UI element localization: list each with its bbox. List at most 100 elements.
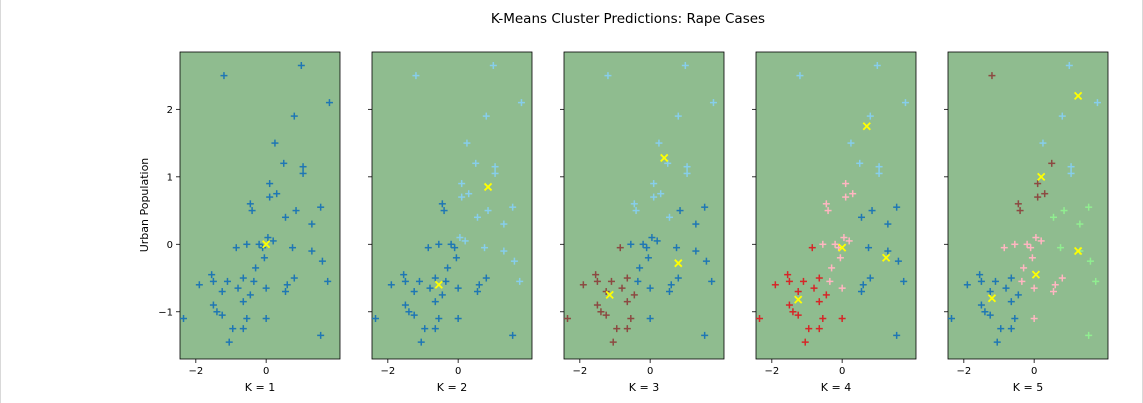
data-point bbox=[819, 240, 827, 248]
y-tick-label: 2 bbox=[167, 105, 173, 116]
data-point bbox=[325, 99, 333, 107]
data-point bbox=[461, 237, 469, 245]
data-point bbox=[683, 163, 691, 171]
data-point bbox=[266, 180, 274, 188]
centroid-marker bbox=[262, 240, 271, 249]
data-point bbox=[623, 325, 631, 333]
data-point bbox=[491, 169, 499, 177]
data-point bbox=[473, 288, 481, 296]
data-point bbox=[824, 207, 832, 215]
data-point bbox=[401, 277, 409, 285]
data-point bbox=[243, 315, 251, 323]
data-point bbox=[266, 193, 274, 201]
data-point bbox=[1085, 203, 1093, 211]
centroid-marker bbox=[794, 295, 803, 304]
data-point bbox=[815, 325, 823, 333]
data-point bbox=[463, 139, 471, 147]
x-tick-label: −2 bbox=[380, 366, 395, 377]
centroid-marker bbox=[434, 280, 443, 289]
data-point bbox=[789, 308, 797, 316]
data-point bbox=[431, 298, 439, 306]
data-point bbox=[838, 315, 846, 323]
data-point bbox=[1011, 240, 1019, 248]
data-point bbox=[218, 311, 226, 319]
subplot-k3: −2 0 K = 3 bbox=[560, 51, 725, 394]
data-point bbox=[785, 277, 793, 285]
data-point bbox=[692, 247, 700, 255]
y-axis-label: Urban Population bbox=[138, 158, 151, 253]
subplot-label: K = 1 bbox=[245, 381, 275, 394]
data-point bbox=[489, 61, 497, 69]
data-point bbox=[1086, 257, 1094, 265]
data-point bbox=[415, 277, 423, 285]
data-point bbox=[280, 159, 288, 167]
centroid-marker bbox=[838, 243, 847, 252]
data-point bbox=[993, 338, 1001, 346]
data-point bbox=[604, 72, 612, 80]
data-point bbox=[299, 169, 307, 177]
data-point bbox=[232, 244, 240, 252]
data-point bbox=[796, 72, 804, 80]
data-point bbox=[1067, 163, 1075, 171]
data-point bbox=[977, 301, 985, 309]
data-point bbox=[948, 315, 956, 323]
data-point bbox=[857, 213, 865, 221]
data-point bbox=[387, 281, 395, 289]
data-point bbox=[639, 240, 647, 248]
data-point bbox=[674, 112, 682, 120]
data-point bbox=[701, 203, 709, 211]
data-point bbox=[400, 271, 408, 279]
data-point bbox=[623, 298, 631, 306]
data-point bbox=[1000, 244, 1008, 252]
data-point bbox=[771, 281, 779, 289]
data-point bbox=[838, 284, 846, 292]
data-point bbox=[785, 301, 793, 309]
x-tick-label: 0 bbox=[455, 366, 461, 377]
data-point bbox=[500, 220, 508, 228]
data-point bbox=[857, 288, 865, 296]
data-point bbox=[665, 288, 673, 296]
data-point bbox=[650, 193, 658, 201]
data-point bbox=[290, 112, 298, 120]
data-point bbox=[262, 315, 270, 323]
data-point bbox=[822, 200, 830, 208]
data-point bbox=[1058, 274, 1066, 282]
data-point bbox=[435, 240, 443, 248]
data-point bbox=[447, 240, 455, 248]
data-point bbox=[634, 277, 642, 285]
data-point bbox=[963, 281, 971, 289]
data-point bbox=[784, 271, 792, 279]
data-point bbox=[815, 298, 823, 306]
data-point bbox=[246, 291, 254, 299]
data-point bbox=[317, 203, 325, 211]
data-point bbox=[657, 190, 665, 198]
data-point bbox=[454, 315, 462, 323]
data-point bbox=[1032, 234, 1040, 242]
plot-area bbox=[179, 51, 341, 360]
x-tick-label: 0 bbox=[839, 366, 845, 377]
data-point bbox=[836, 254, 844, 262]
data-point bbox=[997, 325, 1005, 333]
data-point bbox=[484, 207, 492, 215]
data-point bbox=[884, 247, 892, 255]
data-point bbox=[847, 139, 855, 147]
data-point bbox=[1037, 237, 1045, 245]
data-point bbox=[308, 247, 316, 255]
subplot-label: K = 2 bbox=[437, 381, 467, 394]
data-point bbox=[613, 325, 621, 333]
data-point bbox=[260, 254, 268, 262]
data-point bbox=[702, 257, 710, 265]
data-point bbox=[458, 193, 466, 201]
data-point bbox=[866, 112, 874, 120]
data-point bbox=[229, 325, 237, 333]
data-point bbox=[1030, 284, 1038, 292]
centroid-marker bbox=[605, 290, 614, 300]
centroid-marker bbox=[1073, 91, 1083, 100]
data-point bbox=[842, 193, 850, 201]
data-point bbox=[828, 264, 836, 272]
data-point bbox=[262, 284, 270, 292]
data-point bbox=[1065, 61, 1073, 69]
data-point bbox=[410, 311, 418, 319]
data-point bbox=[673, 244, 681, 252]
data-point bbox=[195, 281, 203, 289]
